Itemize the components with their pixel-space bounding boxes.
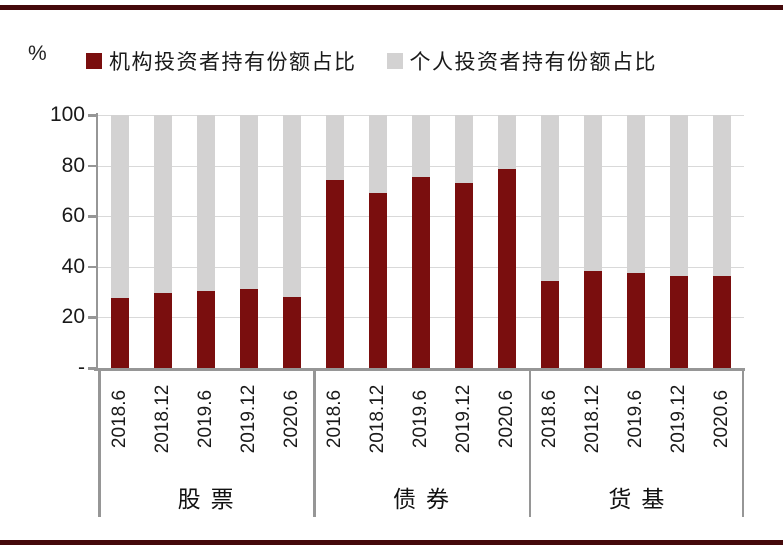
bar-individual-债券-2019.12 xyxy=(455,115,474,183)
x-axis-label-股票-2020.6: 2020.6 xyxy=(280,389,302,449)
bar-institutional-股票-2019.12 xyxy=(239,288,258,368)
bar-institutional-债券-2018.12 xyxy=(368,193,387,368)
y-axis-tick-label-20: 20 xyxy=(61,305,85,329)
legend-item-institutional: 机构投资者持有份额占比 xyxy=(86,46,357,76)
x-axis-label-货基-2018.6: 2018.6 xyxy=(539,389,561,449)
bar-individual-货基-2019.6 xyxy=(627,115,646,273)
bar-institutional-货基-2019.6 xyxy=(627,272,646,368)
gridline-60 xyxy=(98,216,744,218)
gridline-80 xyxy=(98,165,744,167)
x-axis-line xyxy=(94,368,745,371)
bar-individual-股票-2018.6 xyxy=(110,115,129,299)
x-axis-label-货基-2018.12: 2018.12 xyxy=(582,384,604,454)
x-axis-label-货基-2019.12: 2019.12 xyxy=(668,384,690,454)
gridline-40 xyxy=(98,266,744,268)
group-divider-0 xyxy=(98,368,101,517)
y-axis-tick-label-100: 100 xyxy=(49,103,85,126)
group-divider-2 xyxy=(528,368,532,517)
bar-individual-债券-2018.12 xyxy=(368,115,387,194)
x-axis-label-债券-2019.12: 2019.12 xyxy=(453,384,475,454)
y-axis-tick-20 xyxy=(88,316,96,319)
bar-institutional-债券-2019.12 xyxy=(455,182,474,368)
y-axis-tick-label-60: 60 xyxy=(61,204,85,228)
bar-institutional-股票-2020.6 xyxy=(282,297,301,368)
gridline-20 xyxy=(98,317,744,319)
bottom-rule xyxy=(0,540,783,545)
x-axis-label-股票-2018.12: 2018.12 xyxy=(151,384,173,454)
bar-individual-股票-2018.12 xyxy=(153,115,172,293)
legend-label-institutional: 机构投资者持有份额占比 xyxy=(109,50,357,74)
bar-institutional-货基-2020.6 xyxy=(713,275,732,368)
y-axis-unit-label: % xyxy=(28,42,47,65)
y-axis-line xyxy=(95,113,98,370)
legend-swatch-individual-icon xyxy=(386,53,403,69)
y-axis-tick-label-40: 40 xyxy=(61,254,85,278)
group-divider-1 xyxy=(313,368,316,517)
x-axis-label-债券-2018.12: 2018.12 xyxy=(366,384,388,454)
legend-item-individual: 个人投资者持有份额占比 xyxy=(386,46,658,76)
bar-individual-货基-2020.6 xyxy=(713,115,732,276)
group-label-股票: 股票 xyxy=(177,487,244,512)
x-axis-label-债券-2020.6: 2020.6 xyxy=(496,389,518,449)
top-rule xyxy=(0,5,783,10)
bar-institutional-债券-2020.6 xyxy=(498,169,517,368)
bar-institutional-债券-2018.6 xyxy=(325,180,344,368)
x-axis-label-货基-2019.6: 2019.6 xyxy=(625,389,647,449)
bar-individual-股票-2019.12 xyxy=(239,115,258,289)
gridline-100 xyxy=(98,115,744,116)
x-axis-label-股票-2019.6: 2019.6 xyxy=(194,389,216,449)
group-label-货基: 货基 xyxy=(608,487,675,512)
bar-institutional-货基-2019.12 xyxy=(670,276,689,368)
y-axis-tick-label-80: 80 xyxy=(61,153,85,177)
bar-individual-债券-2020.6 xyxy=(498,115,517,170)
legend-swatch-institutional-icon xyxy=(86,53,102,69)
y-axis-tick-100 xyxy=(88,114,96,117)
x-axis-label-股票-2019.12: 2019.12 xyxy=(237,384,259,454)
y-axis-tick-0 xyxy=(88,367,96,370)
bar-institutional-债券-2019.6 xyxy=(412,176,430,368)
bar-individual-股票-2020.6 xyxy=(282,115,301,298)
y-axis-tick-80 xyxy=(88,164,96,168)
bar-individual-货基-2019.12 xyxy=(670,115,689,277)
bar-individual-股票-2019.6 xyxy=(196,115,215,291)
bar-institutional-货基-2018.12 xyxy=(584,271,603,368)
bar-institutional-股票-2019.6 xyxy=(196,290,215,368)
bar-individual-债券-2018.6 xyxy=(325,115,344,181)
y-axis-tick-label-0: - xyxy=(78,356,85,379)
bar-institutional-货基-2018.6 xyxy=(541,280,560,368)
bar-individual-货基-2018.6 xyxy=(541,115,560,281)
legend: 机构投资者持有份额占比 个人投资者持有份额占比 xyxy=(86,46,657,76)
bar-individual-货基-2018.12 xyxy=(584,115,603,272)
bar-institutional-股票-2018.12 xyxy=(153,292,172,368)
group-label-债券: 债券 xyxy=(393,487,459,512)
x-axis-label-货基-2020.6: 2020.6 xyxy=(711,389,733,449)
y-axis-tick-60 xyxy=(88,215,96,218)
bar-individual-债券-2019.6 xyxy=(412,115,430,177)
y-axis-tick-40 xyxy=(88,265,96,269)
x-axis-label-债券-2018.6: 2018.6 xyxy=(323,389,345,449)
legend-label-individual: 个人投资者持有份额占比 xyxy=(409,50,657,74)
x-axis-label-股票-2018.6: 2018.6 xyxy=(108,389,130,449)
bar-institutional-股票-2018.6 xyxy=(110,298,129,368)
x-axis-label-债券-2019.6: 2019.6 xyxy=(410,389,431,449)
group-divider-3 xyxy=(741,368,744,517)
